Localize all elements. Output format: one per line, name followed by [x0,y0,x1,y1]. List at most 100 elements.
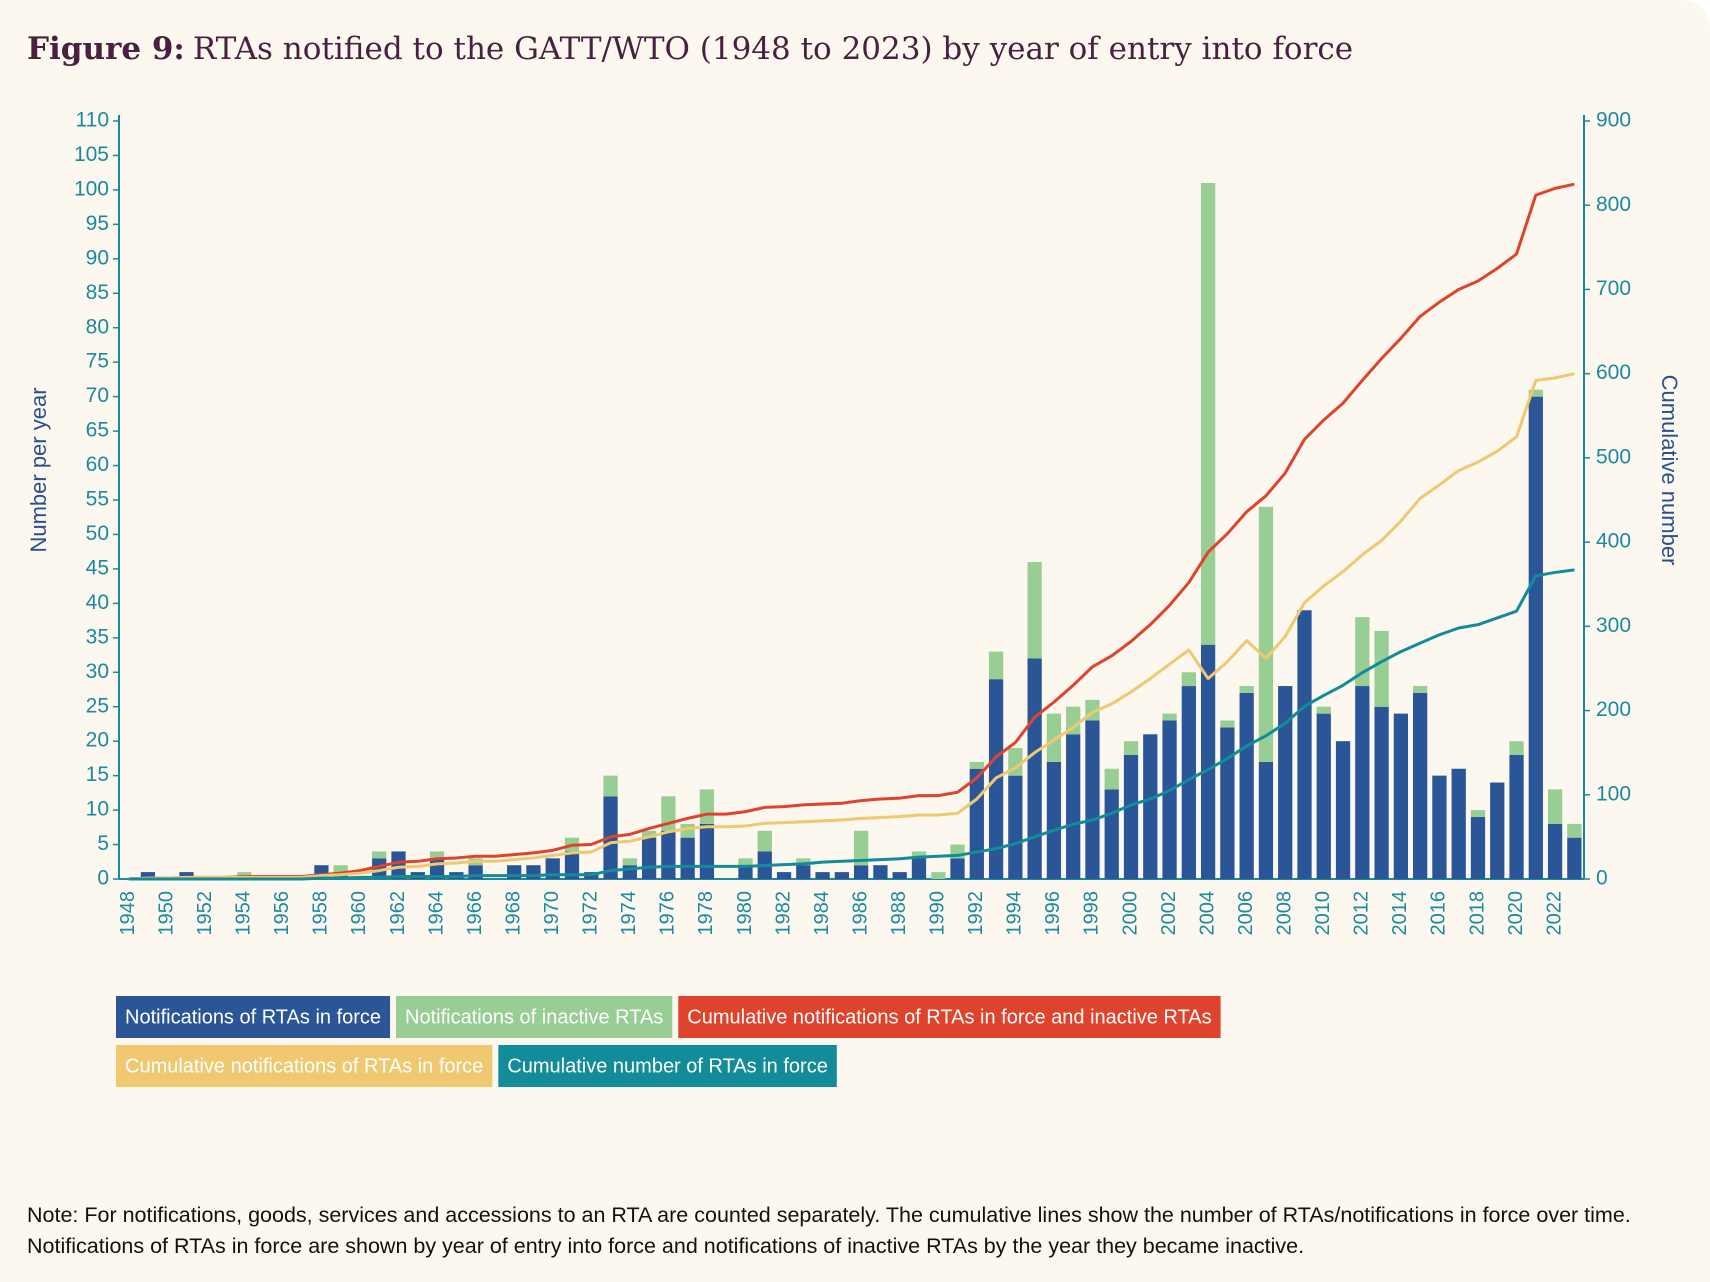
bar-segment [699,789,715,824]
bar-segment [680,837,695,879]
y-tick-label: 30 [86,660,109,683]
x-tick-label: 1972 [580,891,602,936]
bar-segment [1413,686,1428,693]
bar-segment [1297,610,1312,879]
chart-title: Figure 9: RTAs notified to the GATT/WTO (… [27,31,1353,67]
bar-segment [1220,727,1235,879]
legend-label: Notifications of RTAs in force [125,1006,381,1028]
legend-swatch [498,1045,837,1087]
y2-axis-title: Cumulative number [1657,375,1682,566]
y-tick-label: 90 [86,246,109,269]
bar-segment [1470,810,1486,817]
bar-segment [1490,782,1505,879]
bar-segment [1316,713,1331,879]
x-tick-label: 2020 [1505,891,1527,936]
x-tick-label: 1950 [155,891,177,936]
legend-swatch [116,1045,493,1087]
bar-segment [1008,775,1023,879]
bar-segment [1567,823,1582,838]
bar-segment [796,858,811,866]
x-tick-label: 1992 [965,891,987,936]
bar-segment [911,858,927,879]
y2-tick-label: 700 [1596,277,1631,300]
y-tick-label: 70 [86,384,109,407]
bar-segment [622,858,637,866]
x-tick-label: 2002 [1158,891,1180,936]
x-tick-label: 1986 [849,891,871,936]
bar-segment [969,761,984,769]
x-tick-label: 1958 [310,891,332,936]
x-tick-label: 1956 [271,891,293,936]
y2-tick-label: 400 [1596,530,1631,553]
x-tick-label: 1966 [464,891,486,936]
bar-segment [1200,183,1216,645]
y-tick-label: 95 [86,212,109,235]
chart: Figure 9: RTAs notified to the GATT/WTO (… [26,31,1682,1087]
bar-segment [988,651,1004,680]
legend-label: Cumulative notifications of RTAs in forc… [125,1055,483,1077]
line [128,182,1575,881]
bar-segment [1355,686,1370,879]
y-tick-label: 55 [86,488,109,511]
x-tick-label: 1982 [772,891,794,936]
bar-segment [1162,720,1177,879]
y-tick-label: 100 [74,177,109,200]
x-tick-label: 1962 [387,891,409,936]
x-tick-label: 2000 [1119,891,1141,936]
bar-segment [1451,768,1466,879]
y-tick-label: 65 [86,419,109,442]
bar-segment [1027,562,1042,659]
bar-segment [1547,823,1563,879]
y2-tick-label: 900 [1596,109,1631,132]
y-tick-label: 110 [76,109,109,132]
bar-segment [1123,741,1139,755]
bar-segment [1258,761,1274,879]
bar-segment [429,851,445,859]
bar-segment [179,872,194,879]
bar-segment [1278,686,1293,879]
legend-swatch [396,996,673,1038]
bar-segment [699,823,715,879]
bar-segment [757,830,772,852]
x-tick-label: 1984 [811,891,833,936]
bar-segment [1432,775,1447,879]
bar-segment [1316,706,1331,714]
x-tick-label: 1996 [1042,891,1064,936]
line [128,568,1575,881]
bar-segment [1123,754,1139,879]
bar-segment [1200,644,1216,879]
x-tick-label: 1964 [425,891,447,936]
bar-segment [1509,741,1524,755]
bar-segment [1374,630,1389,707]
x-tick-label: 2012 [1351,891,1373,936]
bar-segment [1239,686,1254,693]
title-label: Figure 9: [27,31,185,67]
bar-segment [1239,692,1254,879]
x-tick-label: 2018 [1466,891,1488,936]
note: Note: For notifications, goods, services… [27,1203,1631,1258]
bar-segment [1413,692,1428,879]
bar-segment [854,830,869,866]
bar-segment [1258,506,1274,762]
y-tick-label: 35 [86,625,109,648]
bar-segment [796,865,811,879]
y2-tick-label: 500 [1596,445,1631,468]
bar-segment [854,865,869,879]
legend-label: Cumulative number of RTAs in force [507,1055,828,1077]
bar-segment [1066,706,1081,735]
bar-segment [1220,720,1235,728]
title-text: RTAs notified to the GATT/WTO (1948 to 2… [193,31,1353,67]
y2-tick-label: 100 [1596,782,1631,805]
bar-segment [372,858,387,879]
y-axis-title: Number per year [26,387,51,552]
y-tick-label: 60 [86,453,109,476]
y-tick-label: 50 [86,522,109,545]
y2-tick-label: 600 [1596,361,1631,384]
bar-segment [1355,617,1370,687]
y-tick-label: 10 [86,798,109,821]
x-tick-label: 1976 [657,891,679,936]
legend-swatch [116,996,391,1038]
y2-tick-label: 800 [1596,193,1631,216]
bar-segment [950,858,965,879]
bar-segment [391,851,406,879]
